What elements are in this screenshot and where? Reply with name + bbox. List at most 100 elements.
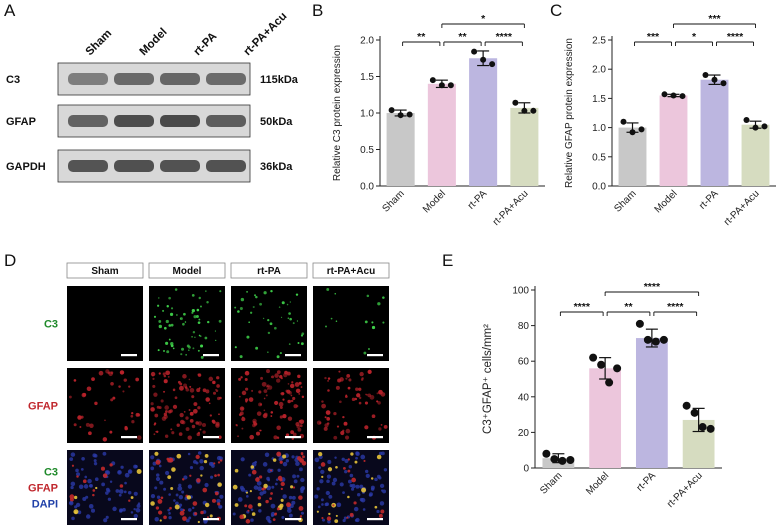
x-tick-label: Model [421,188,448,215]
y-tick-label: 100 [512,286,529,297]
dapi-nucleus [173,499,176,502]
data-point [698,423,707,432]
bar [659,95,688,186]
dapi-nucleus [240,457,245,462]
gfap-signal [187,435,192,440]
gfap-signal [154,451,159,456]
dapi-nucleus [187,484,193,489]
x-tick-label: rt-PA+Acu [665,470,705,510]
gfap-signal [168,410,172,414]
dapi-nucleus [355,451,360,457]
gfap-signal [131,412,134,415]
c3-signal [364,320,368,324]
gfap-signal [301,460,307,466]
gfap-signal [196,478,201,483]
column-header-box [148,262,226,279]
gfap-signal [158,406,162,410]
gfap-signal [342,415,345,419]
dapi-nucleus [178,495,184,500]
c3-signal [191,336,193,338]
dapi-nucleus [320,469,325,474]
gfap-signal [354,460,358,464]
c3-signal [330,317,333,320]
gfap-signal [371,414,376,419]
c3-signal [286,303,289,306]
gfap-signal [130,496,134,499]
c3-signal [157,304,160,307]
dapi-nucleus [379,501,385,506]
c3-signal [196,308,200,312]
c3-signal [371,321,374,324]
gfap-signal [150,402,154,406]
gfap-signal [351,477,357,483]
gfap-signal [118,385,121,388]
gfap-signal [316,510,319,513]
dapi-nucleus [326,474,332,479]
c3-signal [267,331,271,335]
dapi-nucleus [314,457,320,463]
gfap-signal [104,419,106,422]
gfap-signal [325,410,331,415]
data-point [489,61,496,68]
dapi-nucleus [164,470,170,476]
c3-signal [274,326,277,330]
scale-bar [203,354,219,357]
dapi-nucleus [75,502,81,508]
dapi-nucleus [365,473,370,479]
gfap-signal [364,425,369,430]
dapi-nucleus [135,507,141,513]
c3-signal [295,293,299,296]
gfap-signal [323,426,328,431]
gfap-signal [344,435,350,440]
gfap-signal [130,414,134,418]
bar [427,83,456,186]
gfap-signal [189,411,194,416]
c3-signal [170,323,174,327]
blot-band [160,115,200,127]
y-tick-label: 40 [518,392,530,403]
gfap-signal [150,407,155,412]
y-tick-label: 2.0 [360,36,374,47]
gfap-signal [342,429,345,432]
panel-letter-e: E [442,251,453,270]
c3-signal [269,322,273,326]
gfap-signal [205,397,210,402]
scale-bar [203,518,219,521]
gfap-signal [279,406,283,410]
dapi-nucleus [81,456,85,461]
c3-signal [371,325,376,330]
dapi-nucleus [219,494,224,499]
c3-signal [153,315,157,318]
gfap-signal [197,373,200,376]
gfap-signal [376,454,382,460]
dapi-nucleus [90,508,96,513]
gfap-signal [168,457,174,463]
c3-signal [240,297,245,302]
significance-label: **** [727,31,744,43]
gfap-signal [335,385,340,390]
gfap-signal [272,458,277,462]
dapi-nucleus [118,489,124,494]
gfap-signal [361,377,364,380]
gfap-signal [270,492,273,495]
gfap-signal [320,462,326,467]
gfap-signal [245,519,251,524]
dapi-nucleus [187,452,191,456]
c3-expression-chart: 0.0 0.5 1.0 1.5 2.0 Relative C3 protein expre… [332,13,545,228]
gfap-signal [282,414,287,419]
gfap-signal [270,411,274,414]
y-tick-label: 1.0 [360,109,374,120]
x-tick-label: Model [653,188,680,215]
significance-label: *** [647,31,660,43]
dapi-nucleus [278,457,283,462]
dapi-nucleus [150,494,156,499]
c3-signal [325,325,327,328]
significance-label: *** [708,13,721,25]
column-header: rt-PA+Acu [327,266,375,277]
gfap-signal [189,385,192,388]
gfap-signal [217,502,221,506]
c3-signal [180,318,182,320]
column-header: Sham [91,266,118,277]
dapi-nucleus [362,508,366,511]
blot-row-label: C3 [6,74,20,86]
